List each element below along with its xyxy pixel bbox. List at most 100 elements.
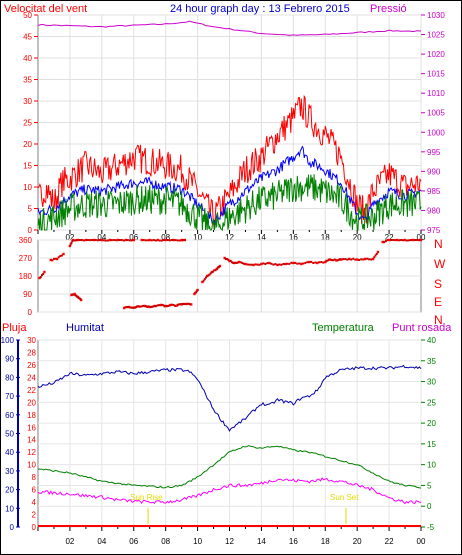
direction-point — [154, 239, 157, 242]
direction-point — [98, 239, 101, 241]
direction-point — [175, 304, 178, 307]
direction-point — [381, 240, 384, 244]
direction-point — [60, 254, 63, 257]
temperature-tick-label: 0 — [427, 502, 432, 511]
direction-point — [264, 263, 267, 265]
hour-tick-label: 16 — [289, 537, 298, 546]
rain-title: Pluja — [2, 322, 27, 334]
direction-point — [296, 262, 299, 265]
direction-point — [205, 276, 207, 279]
hour-tick-label: 14 — [257, 233, 266, 242]
direction-point — [156, 304, 159, 307]
humidity-line — [37, 364, 422, 432]
direction-point — [176, 239, 179, 242]
direction-point — [124, 306, 127, 309]
compass-label: N — [434, 237, 443, 251]
direction-point — [354, 258, 357, 261]
direction-point — [335, 259, 338, 262]
wind-average-line — [37, 145, 422, 226]
direction-point — [320, 261, 323, 264]
direction-point — [140, 238, 143, 242]
direction-point — [418, 239, 420, 242]
direction-point — [272, 263, 275, 266]
direction-point — [143, 304, 147, 308]
direction-point — [350, 258, 353, 261]
dew-point-line — [37, 477, 422, 505]
direction-point — [234, 261, 237, 264]
direction-point — [163, 305, 166, 308]
direction-point — [304, 261, 307, 264]
direction-point — [169, 303, 172, 307]
direction-point — [152, 305, 155, 308]
direction-point — [57, 256, 60, 259]
direction-point — [172, 238, 175, 242]
direction-point — [282, 263, 285, 265]
direction-point — [370, 258, 373, 261]
direction-point — [325, 259, 328, 262]
direction-point — [394, 239, 397, 242]
hour-tick-label: 18 — [321, 537, 330, 546]
direction-point — [414, 239, 416, 241]
direction-point — [210, 270, 214, 274]
direction-point — [155, 305, 158, 308]
pressure-tick-label: 990 — [427, 167, 441, 176]
direction-point — [337, 258, 340, 261]
direction-point — [122, 239, 125, 242]
direction-point — [104, 239, 107, 242]
hour-tick-label: 12 — [225, 233, 234, 242]
direction-tick-label: 0 — [28, 308, 33, 317]
wind-speed-tick-label: 15 — [23, 162, 32, 171]
humidity-title: Humitat — [66, 322, 104, 334]
temperature-tick-label: 15 — [427, 440, 436, 449]
hour-tick-label: 02 — [65, 233, 74, 242]
hour-tick-label: 12 — [225, 537, 234, 546]
direction-point — [162, 239, 165, 241]
direction-point — [239, 261, 242, 264]
direction-point — [132, 238, 135, 242]
direction-point — [151, 305, 154, 308]
direction-point — [190, 303, 193, 306]
direction-point — [118, 239, 121, 241]
wind-speed-tick-label: 20 — [23, 140, 32, 149]
direction-point — [185, 302, 188, 306]
rain-tick-label: 12 — [27, 448, 36, 457]
direction-point — [142, 304, 145, 307]
direction-point — [70, 241, 73, 244]
direction-point — [76, 238, 80, 242]
direction-point — [106, 239, 109, 242]
pressure-tick-label: 1000 — [427, 128, 445, 137]
direction-point — [54, 257, 57, 260]
direction-point — [38, 276, 41, 280]
pressure-tick-label: 1030 — [427, 11, 445, 20]
direction-point — [126, 239, 129, 241]
direction-point — [39, 276, 42, 278]
direction-point — [326, 259, 329, 262]
direction-point — [146, 306, 149, 308]
direction-point — [411, 238, 415, 242]
direction-point — [262, 262, 265, 265]
direction-point — [168, 239, 171, 242]
direction-point — [312, 262, 315, 264]
direction-point — [209, 272, 212, 275]
direction-point — [403, 238, 407, 242]
rain-tick-label: 0 — [32, 523, 37, 532]
direction-point — [270, 262, 273, 265]
direction-point — [156, 238, 159, 242]
direction-point — [340, 258, 343, 261]
rain-tick-label: 28 — [27, 348, 36, 357]
direction-point — [229, 259, 232, 262]
direction-point — [356, 258, 359, 261]
direction-point — [167, 304, 170, 307]
rain-tick-label: 26 — [27, 361, 36, 370]
hour-tick-label: 00 — [417, 537, 426, 546]
direction-point — [135, 306, 138, 309]
hour-tick-label: 16 — [289, 233, 298, 242]
direction-point — [390, 239, 393, 241]
direction-point — [94, 239, 97, 241]
direction-point — [252, 263, 255, 267]
direction-point — [376, 250, 380, 254]
direction-point — [153, 304, 156, 308]
direction-point — [294, 261, 297, 264]
